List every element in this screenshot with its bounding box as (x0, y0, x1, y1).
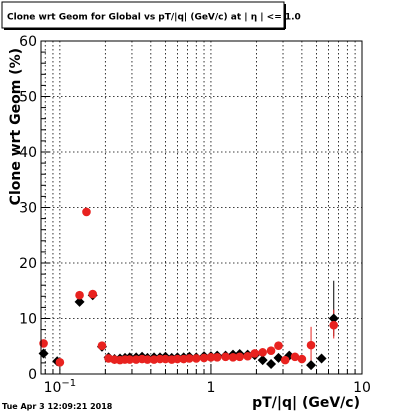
y-tick-label: 0 (28, 367, 37, 383)
data-point-red (274, 341, 283, 350)
data-point-red (228, 353, 238, 362)
data-point-red (243, 351, 252, 361)
data-point-red (161, 354, 170, 364)
y-tick-label: 30 (19, 201, 37, 217)
data-point-red (221, 352, 230, 362)
y-tick-label: 60 (19, 34, 37, 50)
x-axis-title: pT/|q| (GeV/c) (252, 395, 360, 411)
y-tick-label: 40 (19, 145, 37, 161)
data-point-red (185, 354, 194, 363)
data-point-red (266, 346, 276, 355)
data-point-red (290, 352, 300, 362)
data-point-red (173, 354, 182, 364)
data-point-red (88, 289, 98, 299)
data-point-red (55, 358, 65, 367)
plot-frame (40, 40, 363, 375)
data-point-red (97, 341, 107, 350)
data-point-red (280, 355, 290, 365)
data-point-black (74, 296, 85, 307)
marker-layer (38, 207, 339, 371)
data-point-black (316, 353, 327, 364)
x-tick-label: 10 (353, 380, 371, 396)
data-point-black (257, 355, 268, 366)
data-point-red (235, 352, 244, 362)
y-tick-label: 20 (19, 256, 37, 272)
data-point-red (125, 355, 135, 364)
data-point-red (306, 340, 316, 350)
y-axis-title: Clone wrt Geom (%) (8, 48, 24, 205)
data-point-black (266, 359, 277, 370)
data-point-red (329, 320, 339, 330)
data-point-black (328, 313, 339, 324)
x-tick-label: 1 (206, 380, 215, 396)
data-point-red (75, 290, 84, 300)
plot-title: Clone wrt Geom for Global vs pT/|q| (GeV… (7, 13, 301, 23)
grid-layer (41, 41, 363, 374)
data-point-red (143, 355, 152, 364)
data-point-red (297, 354, 307, 364)
y-tick-label: 50 (19, 90, 37, 106)
data-point-red (250, 349, 260, 358)
title-frame (1, 1, 285, 29)
title-box: Clone wrt Geom for Global vs pT/|q| (GeV… (1, 1, 301, 30)
timestamp-footer: Tue Apr 3 12:09:21 2018 (2, 402, 113, 411)
data-point-red (199, 353, 209, 363)
y-tick-label: 10 (19, 312, 37, 328)
data-point-red (82, 207, 91, 217)
data-point-red (212, 353, 222, 362)
data-point-red (258, 348, 267, 357)
data-point-red (206, 353, 216, 362)
data-point-red (191, 354, 201, 363)
data-point-black (306, 360, 317, 371)
